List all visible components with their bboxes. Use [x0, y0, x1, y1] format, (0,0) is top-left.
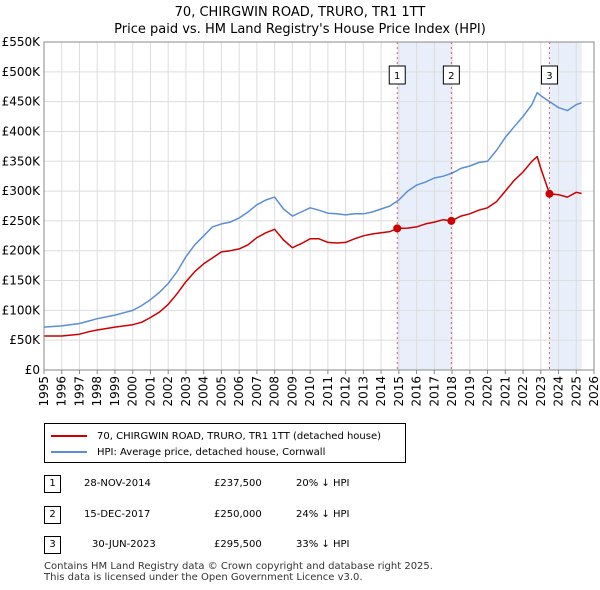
x-tick-label: 2005 — [214, 376, 228, 407]
x-tick-label: 2006 — [232, 376, 246, 407]
legend-label-hpi: HPI: Average price, detached house, Corn… — [97, 446, 326, 458]
chart-title: 70, CHIRGWIN ROAD, TRURO, TR1 1TT Price … — [0, 4, 600, 38]
sale-hpi-diff: 24% ↓ HPI — [296, 509, 350, 520]
sale-point — [393, 224, 402, 233]
legend: 70, CHIRGWIN ROAD, TRURO, TR1 1TT (detac… — [44, 423, 406, 463]
x-tick-label: 2003 — [179, 376, 193, 407]
y-tick-label: £400K — [2, 124, 42, 138]
x-tick-label: 2011 — [321, 376, 335, 407]
y-tick-label: £200K — [2, 244, 42, 258]
sale-hpi-diff: 20% ↓ HPI — [296, 478, 350, 489]
sale-marker-box — [540, 65, 558, 85]
legend-swatch-hpi — [51, 451, 87, 453]
x-tick-label: 2018 — [445, 376, 459, 407]
sale-price: £250,000 — [214, 509, 262, 520]
series-line-property — [44, 155, 582, 337]
x-tick-label: 1998 — [90, 376, 104, 407]
legend-swatch-property — [51, 435, 87, 437]
axes: £0 £50K £100K £150K £200K £250K £300K £350K £400… — [2, 35, 600, 407]
x-tick-label: 1999 — [108, 376, 122, 407]
x-tick-label: 2010 — [303, 376, 317, 407]
table-row: 1 28-NOV-2014 £237,500 20% ↓ HPI — [44, 475, 584, 493]
x-tick-label: 2017 — [427, 376, 441, 407]
sale-date: 30-JUN-2023 — [92, 539, 156, 550]
sale-number-badge: 1 — [44, 475, 61, 493]
y-tick-label: £100K — [2, 303, 42, 317]
x-tick-label: 2000 — [126, 376, 140, 407]
x-tick-label: 2019 — [463, 376, 477, 407]
y-tick-label: £450K — [2, 95, 42, 109]
y-tick-label: £300K — [2, 184, 42, 198]
sale-marker-label: 2 — [448, 71, 454, 82]
sale-marker-label: 1 — [394, 71, 400, 82]
x-tick-label: 2002 — [161, 376, 175, 407]
shaded-range — [397, 42, 452, 370]
x-tick-label: 2023 — [534, 376, 548, 407]
x-tick-label: 2022 — [516, 376, 530, 407]
legend-label-property: 70, CHIRGWIN ROAD, TRURO, TR1 1TT (detac… — [97, 430, 382, 442]
price-chart: 1 2 3 £0 £50K £100K £150K £200K £250K £300K £350K… — [2, 35, 600, 407]
table-row: 2 15-DEC-2017 £250,000 24% ↓ HPI — [44, 506, 584, 524]
title-line-1: 70, CHIRGWIN ROAD, TRURO, TR1 1TT — [174, 5, 426, 20]
x-tick-label: 2020 — [481, 376, 495, 407]
title-line-2: Price paid vs. HM Land Registry's House … — [114, 22, 486, 37]
legend-item-hpi: HPI: Average price, detached house, Corn… — [51, 445, 325, 459]
series-lines — [43, 91, 582, 337]
sale-hpi-diff: 33% ↓ HPI — [296, 539, 350, 550]
sale-price: £237,500 — [214, 478, 262, 489]
legend-item-property: 70, CHIRGWIN ROAD, TRURO, TR1 1TT (detac… — [51, 429, 381, 443]
sale-markers: 1 2 3 — [388, 42, 558, 370]
footer-line-1: Contains HM Land Registry data © Crown c… — [44, 561, 433, 572]
sale-number-badge: 3 — [44, 536, 61, 554]
x-tick-label: 2012 — [339, 376, 353, 407]
x-tick-label: 2014 — [374, 376, 388, 407]
x-tick-label: 1997 — [72, 376, 86, 407]
x-tick-label: 2024 — [552, 376, 566, 407]
footer-line-2: This data is licensed under the Open Gov… — [44, 572, 363, 583]
y-tick-label: £150K — [2, 274, 42, 288]
plot-background — [44, 42, 594, 370]
x-tick-label: 2001 — [143, 376, 157, 407]
x-tick-label: 2016 — [410, 376, 424, 407]
sale-marker-label: 3 — [546, 71, 552, 82]
table-row: 3 30-JUN-2023 £295,500 33% ↓ HPI — [44, 536, 584, 554]
x-tick-label: 2004 — [197, 376, 211, 407]
shaded-range — [549, 42, 582, 370]
y-tick-label: £350K — [2, 154, 42, 168]
sale-number-badge: 2 — [44, 506, 61, 524]
sale-price: £295,500 — [214, 539, 262, 550]
x-tick-label: 2025 — [569, 376, 583, 407]
x-tick-label: 2009 — [285, 376, 299, 407]
series-line-hpi — [43, 91, 582, 328]
x-tick-label: 2013 — [356, 376, 370, 407]
x-tick-label: 2015 — [392, 376, 406, 407]
sale-marker-box — [442, 65, 460, 85]
x-tick-label: 2021 — [498, 376, 512, 407]
y-tick-label: £250K — [2, 214, 42, 228]
y-tick-label: £0 — [25, 363, 40, 377]
x-tick-label: 2008 — [268, 376, 282, 407]
x-tick-label: 1995 — [37, 376, 51, 407]
x-tick-label: 2007 — [250, 376, 264, 407]
sale-date: 28-NOV-2014 — [84, 478, 151, 489]
sale-date: 15-DEC-2017 — [84, 509, 151, 520]
sale-point — [545, 189, 554, 198]
y-tick-label: £550K — [2, 35, 42, 49]
footer-notice: Contains HM Land Registry data © Crown c… — [44, 561, 433, 583]
sale-marker-box — [388, 65, 406, 85]
sale-point — [447, 216, 456, 225]
x-tick-label: 2026 — [587, 376, 600, 407]
x-tick-label: 1996 — [55, 376, 69, 407]
shaded-ranges — [44, 42, 594, 370]
plot-frame — [43, 41, 595, 371]
y-tick-label: £50K — [9, 333, 41, 347]
y-tick-label: £500K — [2, 65, 42, 79]
